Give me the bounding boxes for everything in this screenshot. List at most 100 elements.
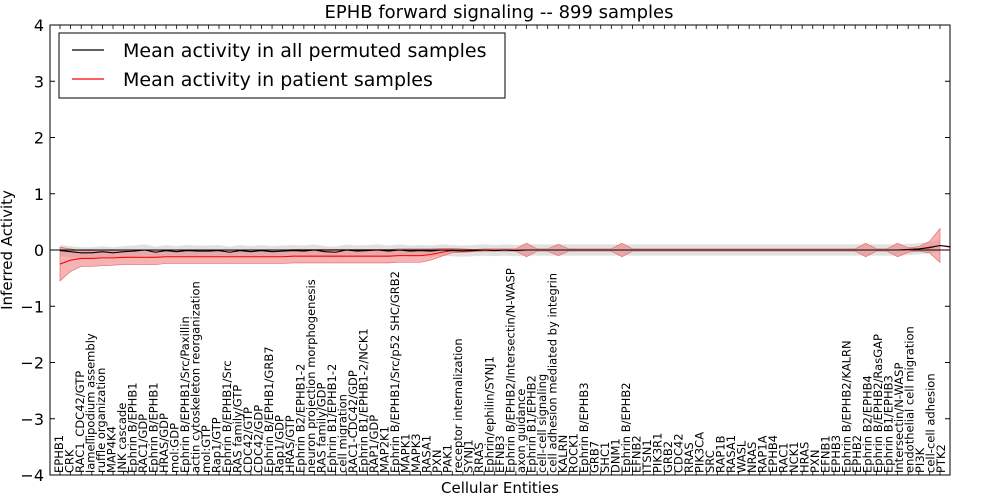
x-tick-label: Ephrin B1/EPHB1-2 xyxy=(325,364,339,473)
x-tick-label: KALRN xyxy=(556,435,570,473)
confidence-bands xyxy=(59,227,941,282)
x-tick-label: mol:GDP xyxy=(168,423,182,473)
x-tick-label: Ephrin B/EPHB1 xyxy=(126,382,140,473)
x-tick-label: PAK1 xyxy=(441,444,455,473)
x-tick-label: EFNB2 xyxy=(630,435,644,473)
x-tick-label: cell-cell signaling xyxy=(535,374,549,473)
x-tick-label: neuron projection morphogenesis xyxy=(304,279,318,473)
x-tick-label: HRAS/GDP xyxy=(157,413,171,473)
x-tick-label: CDC42/GTP xyxy=(241,407,255,473)
plot-area xyxy=(49,24,951,476)
y-tick-label: −4 xyxy=(20,466,44,485)
x-tick-label: Ephrin B/EPHB2/KALRN xyxy=(840,340,854,473)
y-axis-label: Inferred Activity xyxy=(0,190,16,310)
x-tick-label: Ephrin B2/EPHB4 xyxy=(861,375,875,473)
x-tick-label: EPHB4 xyxy=(766,435,780,473)
x-tick-label: EFNB1 xyxy=(819,435,833,473)
x-tick-label: RASA1 xyxy=(420,435,434,473)
x-tick-label: NRAS xyxy=(745,442,759,473)
x-tick-label: Intersectin/N-WASP xyxy=(892,363,906,473)
x-tick-label: MAP2K1 xyxy=(378,426,392,473)
x-tick-label: Ephrin B/EPHB1 xyxy=(147,382,161,473)
legend: Mean activity in all permuted samples Me… xyxy=(58,32,506,99)
x-tick-label: cell migration xyxy=(336,394,350,473)
x-tick-label: PIK3CA xyxy=(693,432,707,473)
x-tick-label: receptor internalization xyxy=(451,338,465,473)
x-tick-label: Ephrin B/EPHB1/GRB7 xyxy=(262,346,276,473)
x-tick-label: Ephrin B/EPHB3 xyxy=(577,382,591,473)
x-tick-label: EFNB3 xyxy=(493,435,507,473)
x-tick-label: MAPK1 xyxy=(399,433,413,473)
x-tick-label: RAC1/GDP xyxy=(136,414,150,473)
x-tick-label: Ephrin B1/EPHB1-2/NCK1 xyxy=(357,328,371,473)
x-tick-label: RAC1_CDC42/GTP xyxy=(73,371,87,473)
x-tick-label: Ephrin B/EPHB2/Intersectin/N-WASP xyxy=(504,268,518,473)
chart-title: EPHB forward signaling -- 899 samples xyxy=(325,2,674,23)
x-tick-label: Ephrin B/EPHB2 xyxy=(619,382,633,473)
y-tick-label: −2 xyxy=(20,354,44,373)
x-tick-label: NCK1 xyxy=(787,442,801,474)
x-tick-label: DNM1 xyxy=(609,438,623,473)
y-tick-label: 0 xyxy=(34,241,44,260)
x-tick-label: PXN xyxy=(808,450,822,473)
x-tick-label: SYNJ1 xyxy=(462,439,476,473)
x-tick-label: SRC xyxy=(703,450,717,473)
x-tick-label: CDC42/GDP xyxy=(252,405,266,473)
x-tick-label: EPHB3 xyxy=(829,435,843,473)
x-tick-label: RAS family/GDP xyxy=(315,383,329,473)
x-axis-ticks xyxy=(59,25,941,475)
x-tick-label: Ephrin B/EPHB1/Src/Paxillin xyxy=(178,316,192,473)
x-tick-label: ROCK1 xyxy=(567,433,581,473)
x-tick-label: RAC1-CDC42/GDP xyxy=(346,370,360,473)
x-tick-label: HRAS/GTP xyxy=(283,415,297,473)
x-tick-label: EPHB1 xyxy=(52,435,66,473)
x-tick-label: lamellipodium assembly xyxy=(84,333,98,473)
x-tick-label: ITSN1 xyxy=(640,439,654,473)
y-tick-label: 2 xyxy=(34,129,44,148)
x-tick-label: EPHB2 xyxy=(850,435,864,473)
y-axis: 4 3 2 1 0 −1 −2 −3 −4 xyxy=(20,16,950,485)
legend-box xyxy=(58,32,506,99)
x-tick-label: cell adhesion mediated by integrin xyxy=(546,273,560,473)
y-tick-label: 1 xyxy=(34,185,44,204)
x-tick-label: axon guidance xyxy=(514,389,528,473)
x-tick-label: RAC1 xyxy=(777,442,791,473)
x-tick-label: Ephrin B2/EPHB1-2 xyxy=(294,364,308,473)
x-tick-label: Ephrin/ephilin/SYNJ1 xyxy=(483,356,497,473)
x-tick-label: Ephrin B/EPHB1/Src xyxy=(220,360,234,473)
x-tick-label: CDC42 xyxy=(672,433,686,473)
x-tick-label: PTK2 xyxy=(934,444,948,473)
x-tick-label: mol:GTP xyxy=(199,425,213,473)
patient-band xyxy=(59,227,941,282)
x-tick-label: HRAS xyxy=(798,442,812,473)
x-tick-label: RAP1/GDP xyxy=(367,415,381,473)
x-tick-label: endothelial cell migration xyxy=(903,326,917,473)
x-tick-label: Ephrin B1/EPHB2 xyxy=(525,375,539,473)
x-tick-label: SHC1 xyxy=(598,442,612,473)
x-tick-label: Ephrin B/EPHB1/Src/p52 SHC/GRB2 xyxy=(388,271,402,473)
series-lines xyxy=(59,244,951,265)
x-tick-label: GRB7 xyxy=(588,441,602,473)
y-tick-label: −3 xyxy=(20,410,44,429)
x-tick-label: RAS family/GTP xyxy=(231,385,245,473)
x-tick-label: RRAS xyxy=(472,442,486,473)
x-tick-label: Rap1/GDP xyxy=(273,415,287,473)
x-tick-label: PI3K xyxy=(913,447,927,473)
legend-label-patient: Mean activity in patient samples xyxy=(123,69,433,91)
x-tick-label: cell-cell adhesion xyxy=(924,373,938,473)
x-tick-label: Ephrin B/EPHB2/RasGAP xyxy=(871,334,885,473)
x-tick-label: actin cytoskeleton reorganization xyxy=(189,281,203,473)
y-tick-label: 4 xyxy=(34,16,44,35)
x-tick-label: Ephrin B1/EPHB3 xyxy=(882,375,896,473)
x-tick-label: JNK cascade xyxy=(115,403,129,474)
x-tick-label: MAP4K4 xyxy=(105,426,119,473)
legend-label-permuted: Mean activity in all permuted samples xyxy=(123,40,486,62)
x-tick-label: PXN xyxy=(430,450,444,473)
x-tick-label: RAP1A xyxy=(756,435,770,473)
permuted-mean-line xyxy=(59,244,951,254)
x-axis-label: Cellular Entities xyxy=(441,479,559,497)
y-tick-label: 3 xyxy=(34,72,44,91)
x-tick-label: MAPK3 xyxy=(409,433,423,473)
